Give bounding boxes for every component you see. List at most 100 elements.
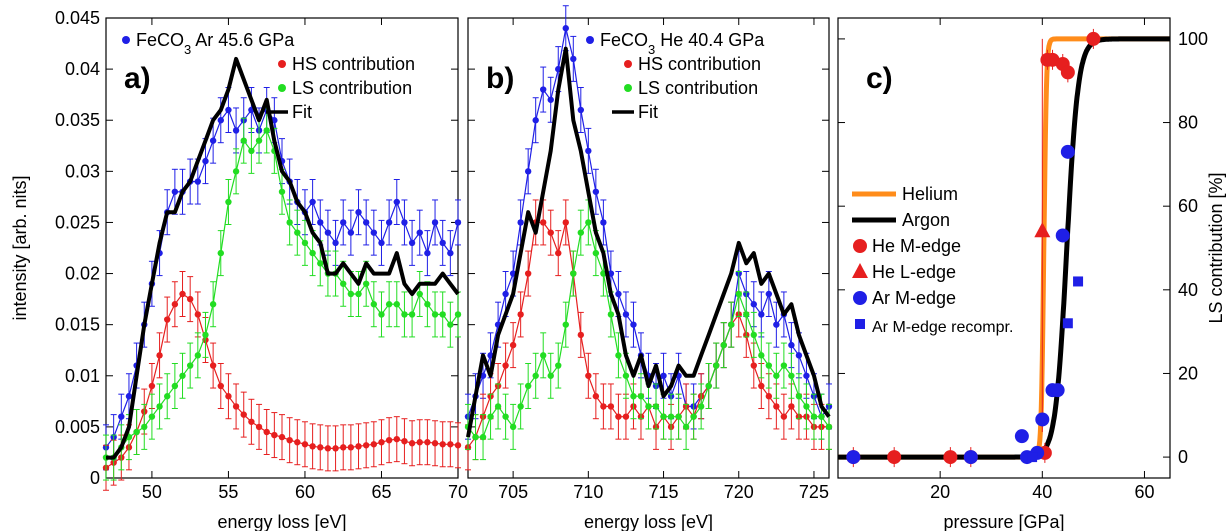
data-point: [370, 229, 378, 236]
data-point: [248, 147, 255, 155]
y-axis-label: LS contribution [%]: [1206, 172, 1226, 323]
data-point: [758, 311, 765, 318]
data-point: [171, 188, 179, 195]
data-point: [547, 96, 554, 103]
data-point: [728, 321, 735, 328]
data-point: [294, 439, 301, 446]
data-point: [943, 450, 958, 465]
data-point: [278, 433, 286, 441]
data-point: [416, 439, 423, 446]
data-point: [179, 372, 186, 379]
data-point: [286, 219, 293, 226]
data-point: [1086, 31, 1101, 46]
data-point: [765, 393, 773, 400]
x-tick-label: 70: [448, 482, 468, 502]
data-point: [735, 290, 742, 298]
data-point: [263, 127, 270, 134]
data-point: [509, 423, 517, 431]
data-point: [271, 431, 278, 439]
data-point: [773, 372, 780, 379]
data-point: [317, 260, 324, 267]
data-point: [118, 413, 125, 420]
data-point: [577, 106, 585, 114]
legend-label: HS contribution: [638, 54, 761, 74]
data-point: [179, 290, 186, 298]
legend-marker: [624, 84, 632, 92]
series-feco3-ar-45-6-gpa: [102, 87, 462, 471]
data-point: [494, 403, 502, 410]
data-point: [825, 423, 833, 431]
legend-label: Fit: [638, 102, 658, 122]
y-tick-label: 0.03: [65, 161, 100, 181]
data-point: [509, 341, 517, 349]
panel-c: 20 40 60 0 20 40 60 80 100 c) Helium Argon He M-edge…: [837, 17, 1226, 531]
data-point: [416, 290, 423, 298]
data-point: [788, 403, 795, 410]
data-point: [1034, 222, 1051, 238]
data-point: [758, 382, 765, 390]
data-point: [1055, 228, 1070, 243]
data-point: [393, 435, 400, 443]
data-point: [362, 280, 370, 287]
x-tick-label: 55: [218, 482, 238, 502]
x-tick-label: 725: [799, 482, 829, 502]
data-point: [810, 413, 818, 420]
data-point: [156, 352, 163, 359]
data-point: [592, 393, 600, 400]
data-point: [209, 301, 217, 308]
data-point: [592, 249, 600, 257]
data-point: [585, 372, 592, 379]
y-tick-label: 0: [1178, 447, 1188, 467]
data-point: [846, 450, 861, 465]
plot-frame: [467, 17, 830, 479]
data-point: [278, 188, 286, 195]
data-point: [788, 341, 795, 349]
data-point: [301, 441, 309, 448]
series-ls-contribution: [464, 199, 833, 461]
x-tick-label: 20: [930, 482, 950, 502]
legend-label: Ar M-edge: [872, 288, 956, 308]
data-point: [615, 413, 622, 420]
data-point: [431, 440, 439, 447]
x-axis-label: pressure [GPa]: [943, 512, 1064, 531]
legend-label: Fit: [292, 102, 312, 122]
data-point: [562, 25, 569, 32]
y-tick-label: 0.04: [65, 59, 100, 79]
data-point: [332, 445, 339, 452]
data-point: [720, 341, 727, 349]
data-point: [887, 450, 902, 465]
data-point: [248, 418, 255, 425]
data-point: [577, 331, 585, 339]
data-point: [454, 219, 462, 226]
legend-marker: [278, 84, 286, 92]
data-point: [408, 440, 416, 447]
data-point: [660, 413, 667, 420]
data-point: [240, 411, 247, 418]
data-point: [622, 372, 630, 379]
data-point: [1050, 383, 1065, 398]
data-point: [355, 290, 362, 298]
data-point: [340, 280, 347, 287]
data-point: [682, 423, 690, 431]
data-point: [301, 239, 309, 247]
data-point: [788, 372, 795, 379]
data-point: [743, 311, 750, 318]
data-point: [524, 270, 532, 277]
data-point: [1035, 412, 1050, 427]
data-point: [416, 229, 423, 236]
data-point: [439, 239, 446, 247]
data-point: [585, 147, 592, 155]
legend-label: HS contribution: [292, 54, 415, 74]
data-point: [652, 403, 660, 410]
data-point: [340, 219, 347, 226]
data-point: [502, 290, 509, 298]
data-point: [286, 436, 293, 444]
legend-marker: [855, 319, 865, 329]
data-point: [570, 270, 577, 277]
x-tick-label: 710: [573, 482, 603, 502]
fit-line: [466, 46, 831, 438]
legend-title: FeCO3 He 40.4 GPa: [600, 30, 765, 57]
data-point: [532, 117, 539, 124]
data-point: [607, 403, 615, 410]
